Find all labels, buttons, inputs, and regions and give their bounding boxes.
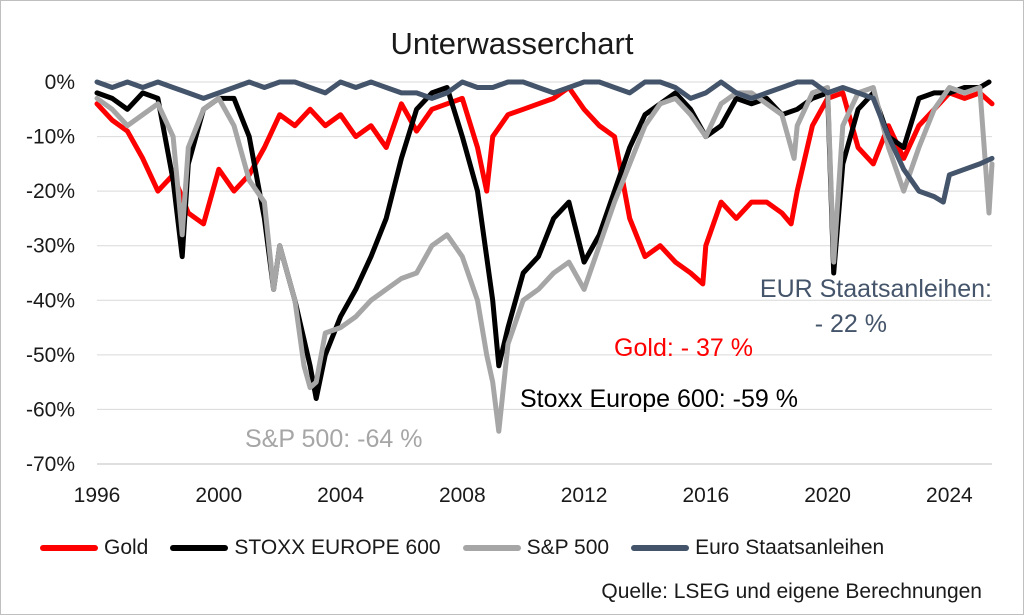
- series-line-sp500: [94, 85, 995, 434]
- legend-item-stoxx: STOXX EUROPE 600: [170, 536, 441, 560]
- annotation-label: - 22 %: [815, 310, 887, 338]
- x-tick-label: 2000: [195, 484, 242, 507]
- annotations: EUR Staatsanleihen: - 22 % Gold: - 37 % Sto…: [245, 275, 992, 453]
- x-tick-label: 1996: [74, 484, 121, 507]
- y-tick-label: -70%: [26, 453, 75, 476]
- annotation-label: Stoxx Europe 600: -59 %: [520, 385, 798, 413]
- series-line-euro-bonds: [94, 79, 995, 205]
- y-tick-label: 0%: [45, 71, 75, 94]
- legend-swatch-sp500: [462, 545, 521, 551]
- chart-title: Unterwasserchart: [390, 26, 634, 61]
- source-note: Quelle: LSEG und eigene Berechnungen: [601, 580, 982, 603]
- y-axis-tick-labels: 0% -10% -20% -30% -40% -50% -60% -70%: [26, 71, 75, 476]
- legend-item-sp500: S&P 500: [462, 536, 610, 560]
- x-tick-label: 2024: [926, 484, 973, 507]
- annotation-label: Gold: - 37 %: [614, 334, 753, 362]
- legend-item-gold: Gold: [40, 536, 148, 560]
- legend-item-euro-bonds: Euro Staatsanleihen: [631, 536, 884, 560]
- y-tick-label: -20%: [26, 180, 75, 203]
- legend-swatch-gold: [40, 545, 98, 551]
- legend-label-euro-bonds: Euro Staatsanleihen: [695, 536, 885, 559]
- x-tick-label: 2020: [804, 484, 851, 507]
- x-tick-label: 2008: [439, 484, 486, 507]
- y-tick-label: -50%: [26, 344, 75, 367]
- y-tick-label: -10%: [26, 126, 75, 149]
- y-tick-label: -60%: [26, 398, 75, 421]
- legend-label-sp500: S&P 500: [526, 536, 610, 559]
- annotation-label: EUR Staatsanleihen:: [760, 275, 992, 303]
- legend-swatch-euro-bonds: [631, 545, 690, 551]
- legend-swatch-stoxx: [170, 545, 229, 551]
- series-lines: [94, 79, 995, 434]
- y-tick-label: -30%: [26, 235, 75, 258]
- y-tick-label: -40%: [26, 289, 75, 312]
- x-tick-label: 2004: [317, 484, 364, 507]
- legend-label-gold: Gold: [104, 536, 149, 559]
- legend: Gold STOXX EUROPE 600 S&P 500 Euro Staat…: [40, 536, 906, 560]
- x-tick-label: 2016: [682, 484, 729, 507]
- annotation-label: S&P 500: -64 %: [245, 425, 422, 453]
- legend-label-stoxx: STOXX EUROPE 600: [234, 536, 441, 559]
- x-tick-label: 2012: [561, 484, 608, 507]
- x-axis-tick-labels: 1996 2000 2004 2008 2012 2016 2020 2024: [74, 484, 973, 507]
